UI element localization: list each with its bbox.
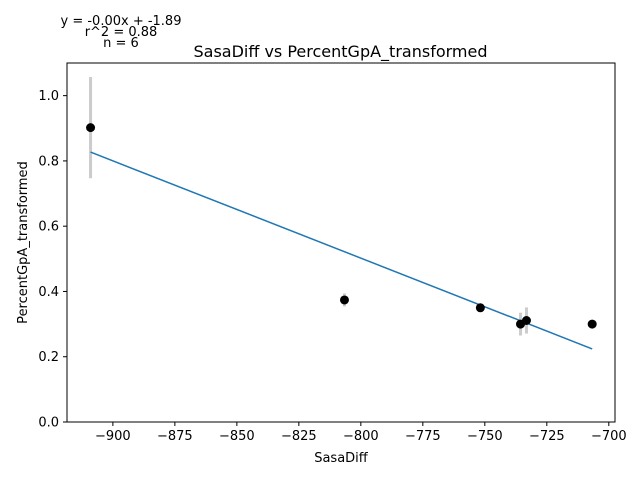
y-tick-label-4: 0.6 xyxy=(38,220,59,235)
plot-area xyxy=(86,77,597,350)
x-tick-label-5: −800 xyxy=(343,429,379,444)
x-tick-label-6: −775 xyxy=(405,429,441,444)
y-tick-label-2: 0.2 xyxy=(38,350,59,365)
y-tick-label-6: 1.0 xyxy=(38,89,59,104)
regression-equation-annotation: y = -0.00x + -1.89 xyxy=(61,14,182,29)
x-tick-label-4: −825 xyxy=(281,429,317,444)
x-tick-label-8: −725 xyxy=(529,429,565,444)
axis-ticks: −900 −875 −850 −825 −800 −775 −750 −725 −700 0.0 0… xyxy=(38,89,626,444)
chart-title: SasaDiff vs PercentGpA_transformed xyxy=(193,42,487,62)
y-axis-label: PercentGpA_transformed xyxy=(16,161,31,324)
y-tick-label-3: 0.4 xyxy=(38,285,59,300)
y-tick-label-1: 0.0 xyxy=(38,416,59,431)
data-point-3 xyxy=(475,303,485,313)
x-axis-label: SasaDiff xyxy=(314,451,369,466)
axes-frame xyxy=(66,62,616,423)
data-point-2 xyxy=(339,295,349,305)
regression-line xyxy=(90,151,593,350)
x-tick-label-3: −850 xyxy=(219,429,255,444)
n-annotation: n = 6 xyxy=(103,36,139,51)
r-squared-annotation: r^2 = 0.88 xyxy=(85,25,158,40)
x-tick-label-1: −900 xyxy=(95,429,131,444)
data-point-5 xyxy=(521,316,531,326)
x-tick-label-7: −750 xyxy=(467,429,503,444)
x-tick-label-9: −700 xyxy=(591,429,627,444)
x-tick-label-2: −875 xyxy=(157,429,193,444)
y-tick-label-5: 0.8 xyxy=(38,154,59,169)
data-point-6 xyxy=(587,319,597,329)
data-point-1 xyxy=(86,123,96,133)
